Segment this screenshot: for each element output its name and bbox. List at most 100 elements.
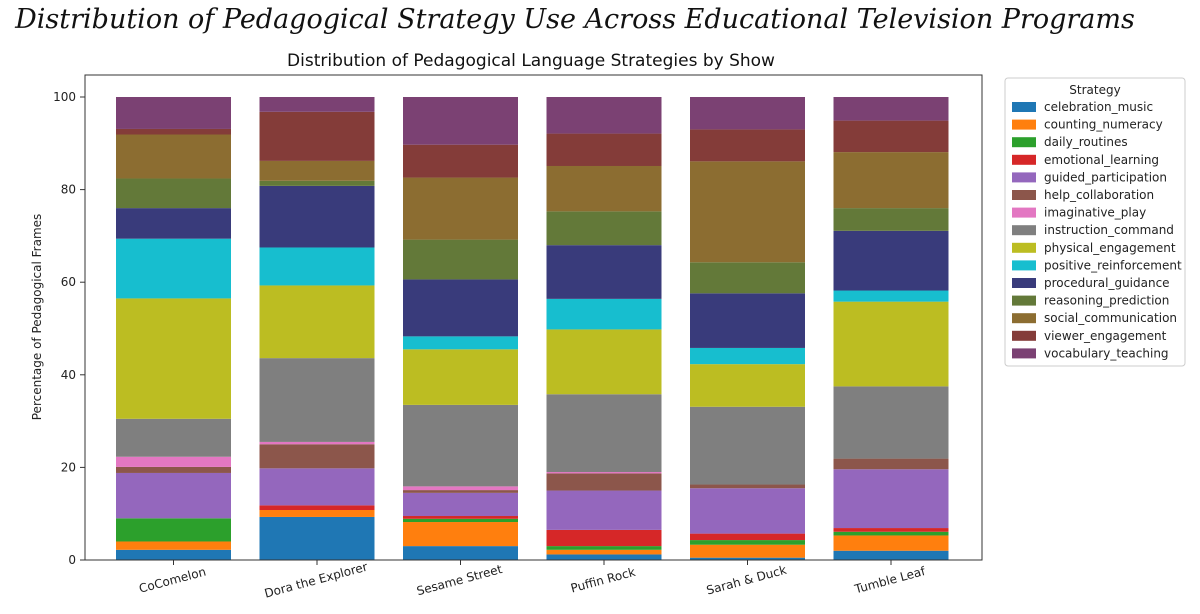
bar-segment-vocabulary_teaching [116, 97, 231, 129]
bar-segment-physical_engagement [403, 349, 518, 405]
legend-swatch-procedural_guidance [1012, 278, 1036, 288]
legend-label-help_collaboration: help_collaboration [1044, 188, 1154, 202]
legend-swatch-positive_reinforcement [1012, 260, 1036, 271]
bar-segment-daily_routines [116, 518, 231, 542]
legend-swatch-viewer_engagement [1012, 330, 1036, 341]
legend-swatch-celebration_music [1012, 102, 1036, 112]
legend-label-positive_reinforcement: positive_reinforcement [1044, 258, 1182, 272]
bar-segment-viewer_engagement [403, 144, 518, 178]
bar-segment-viewer_engagement [116, 128, 231, 135]
bar-segment-daily_routines [403, 518, 518, 523]
bar-segment-viewer_engagement [690, 129, 805, 162]
y-tick-label: 40 [61, 368, 76, 382]
legend-label-physical_engagement: physical_engagement [1044, 241, 1176, 255]
legend-swatch-emotional_learning [1012, 154, 1036, 165]
x-tick-label: Tumble Leaf [852, 564, 927, 597]
bar-segment-instruction_command [259, 358, 375, 442]
bar-segment-social_communication [259, 160, 375, 181]
bar-segment-guided_participation [403, 492, 518, 517]
bar-segment-vocabulary_teaching [259, 97, 375, 112]
bar-segment-reasoning_prediction [259, 180, 375, 186]
legend-swatch-vocabulary_teaching [1012, 348, 1036, 359]
bar-segment-social_communication [546, 165, 662, 212]
bar-segment-counting_numeracy [690, 544, 805, 558]
legend-swatch-help_collaboration [1012, 190, 1036, 200]
bar-segment-instruction_command [833, 386, 949, 459]
bar-segment-counting_numeracy [259, 510, 375, 517]
bar-segment-instruction_command [690, 406, 805, 485]
bar-segment-procedural_guidance [116, 208, 231, 239]
bar-segment-counting_numeracy [116, 541, 231, 550]
bar-segment-viewer_engagement [259, 111, 375, 161]
bar-segment-social_communication [833, 152, 949, 209]
x-tick-label: Sesame Street [415, 562, 504, 598]
bar-segment-vocabulary_teaching [546, 97, 662, 134]
bar-segment-procedural_guidance [546, 245, 662, 299]
bar-segment-positive_reinforcement [690, 347, 805, 365]
figure-title: Distribution of Pedagogical Strategy Use… [15, 4, 1135, 35]
bar-segment-procedural_guidance [690, 293, 805, 348]
legend-swatch-daily_routines [1012, 137, 1036, 148]
bar-segment-physical_engagement [690, 364, 805, 407]
y-tick-label: 80 [61, 183, 76, 197]
bar-segment-imaginative_play [403, 486, 518, 491]
bar-segment-instruction_command [403, 404, 518, 487]
legend-label-emotional_learning: emotional_learning [1044, 153, 1159, 167]
legend-label-guided_participation: guided_participation [1044, 170, 1167, 184]
bar-segment-physical_engagement [116, 298, 231, 419]
bar-segment-counting_numeracy [546, 549, 662, 555]
bar-segment-viewer_engagement [833, 120, 949, 153]
bar-segment-emotional_learning [546, 529, 662, 547]
bar-segment-guided_participation [833, 469, 949, 529]
bar-segment-imaginative_play [259, 441, 375, 445]
bar-segment-positive_reinforcement [546, 298, 662, 330]
bar-segment-daily_routines [833, 531, 949, 536]
bar-segment-social_communication [116, 134, 231, 179]
bar-segment-procedural_guidance [259, 185, 375, 248]
bar-segment-reasoning_prediction [403, 239, 518, 280]
legend-label-social_communication: social_communication [1044, 311, 1177, 325]
x-tick-label: CoComelon [137, 564, 207, 595]
bar-segment-help_collaboration [833, 458, 949, 470]
y-tick-label: 60 [61, 275, 76, 289]
legend-title: Strategy [1069, 83, 1120, 97]
x-tick-label: Sarah & Duck [705, 563, 788, 598]
bar-segment-celebration_music [116, 549, 231, 560]
legend-swatch-counting_numeracy [1012, 119, 1036, 130]
bar-segment-positive_reinforcement [833, 290, 949, 302]
bar-segment-emotional_learning [259, 505, 375, 510]
bar-segment-reasoning_prediction [116, 178, 231, 209]
legend-swatch-instruction_command [1012, 225, 1036, 236]
y-axis-title: Percentage of Pedagogical Frames [30, 214, 44, 421]
bar-segment-celebration_music [403, 546, 518, 560]
legend-items: celebration_music counting_numeracy daily_… [1012, 100, 1182, 360]
legend-frame [1004, 77, 1186, 367]
bar-segment-social_communication [403, 177, 518, 240]
bar-segment-procedural_guidance [403, 279, 518, 337]
y-tick-label: 0 [68, 553, 76, 567]
bar-segment-positive_reinforcement [403, 336, 518, 350]
bar-segment-help_collaboration [546, 473, 662, 491]
plot-frame [84, 74, 983, 561]
legend-swatch-reasoning_prediction [1012, 295, 1036, 306]
bar-segment-reasoning_prediction [690, 262, 805, 294]
bar-segment-counting_numeracy [833, 535, 949, 551]
bar-segment-procedural_guidance [833, 230, 949, 291]
bar-segment-positive_reinforcement [259, 247, 375, 286]
bar-segment-physical_engagement [833, 301, 949, 387]
legend-swatch-social_communication [1012, 313, 1036, 324]
bar-segment-vocabulary_teaching [690, 97, 805, 130]
bar-segment-reasoning_prediction [546, 211, 662, 246]
legend-label-instruction_command: instruction_command [1044, 223, 1174, 237]
legend-label-celebration_music: celebration_music [1044, 100, 1153, 114]
bar-segment-vocabulary_teaching [403, 97, 518, 145]
legend-label-reasoning_prediction: reasoning_prediction [1044, 294, 1169, 308]
legend-label-daily_routines: daily_routines [1044, 135, 1128, 149]
bar-segment-vocabulary_teaching [833, 97, 949, 121]
bar-segment-reasoning_prediction [833, 208, 949, 231]
bar-segment-daily_routines [546, 546, 662, 550]
bar-segment-instruction_command [546, 394, 662, 473]
legend-label-viewer_engagement: viewer_engagement [1044, 329, 1167, 343]
legend-label-procedural_guidance: procedural_guidance [1044, 276, 1170, 290]
